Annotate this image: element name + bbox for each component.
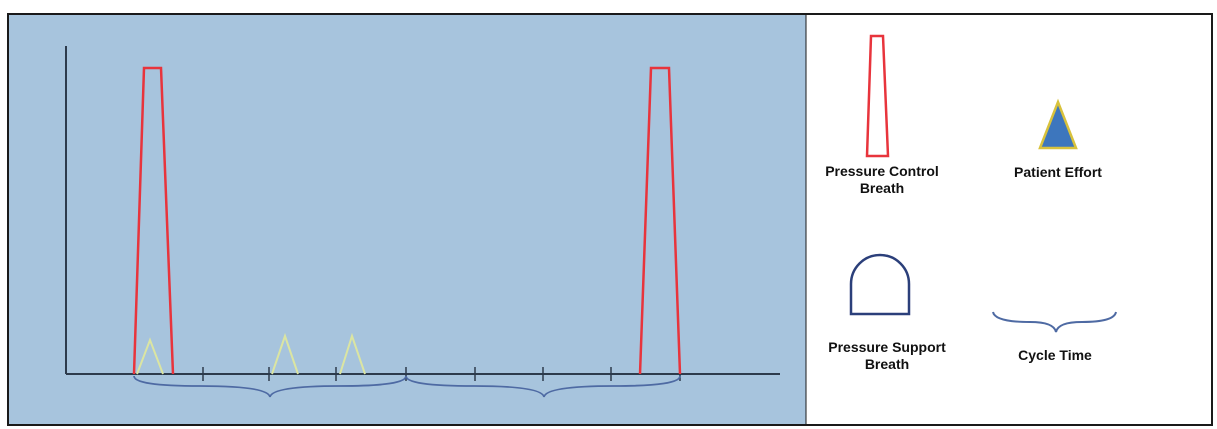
trapezoid-outline-icon	[865, 34, 890, 158]
cycle-time-legend-label: Cycle Time	[1018, 347, 1092, 363]
tick-marks	[202, 367, 681, 381]
pressure-control-breath	[638, 66, 682, 375]
arch-icon	[849, 253, 911, 316]
pressure-control-legend-label: Pressure Control Breath	[825, 163, 939, 196]
patient-effort-marker	[271, 332, 299, 375]
patient-effort-marker	[339, 332, 366, 375]
pressure-control-breath	[132, 66, 175, 375]
outer-border	[7, 13, 1213, 426]
pressure-support-legend-label: Pressure Support Breath	[828, 339, 946, 372]
cycle-time-brace	[405, 375, 681, 398]
triangle-icon	[1038, 98, 1078, 150]
cycle-time-brace	[133, 375, 407, 398]
waveform-panel	[8, 14, 806, 425]
patient-effort-legend-label: Patient Effort	[1014, 164, 1102, 180]
brace-icon	[992, 311, 1117, 333]
patient-effort-marker	[136, 337, 164, 375]
